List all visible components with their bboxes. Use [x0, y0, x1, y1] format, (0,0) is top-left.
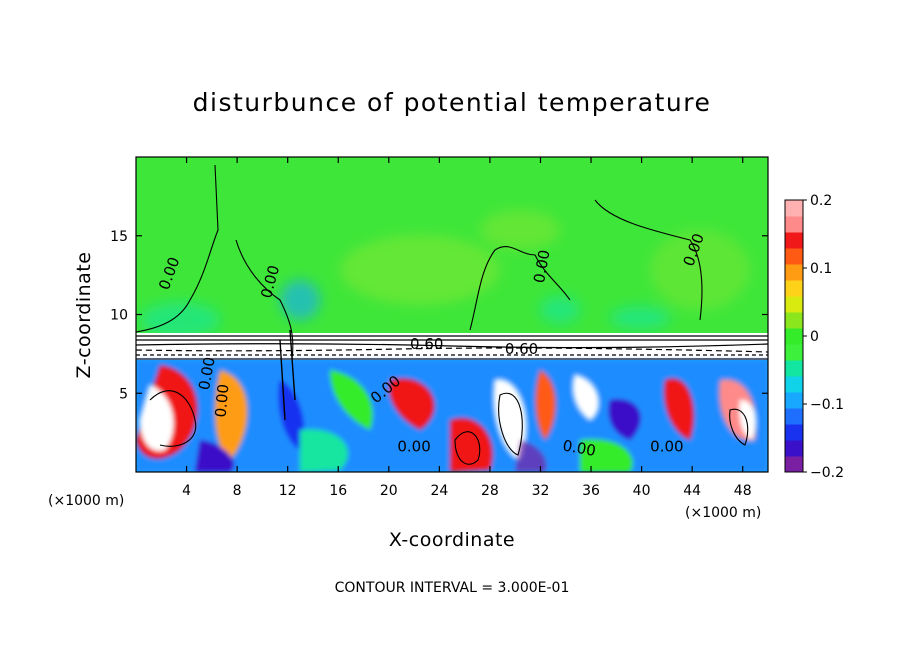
- plot-area: [136, 157, 768, 472]
- colorbar-segment: [785, 200, 803, 217]
- contour-label: 0.00: [397, 438, 430, 456]
- contour-label: 0.00: [561, 436, 597, 460]
- x-axis-label: X-coordinate: [389, 529, 515, 551]
- colorbar-segment: [785, 360, 803, 377]
- colorbar-segment: [785, 216, 803, 233]
- colorbar-tick-label: −0.1: [810, 397, 844, 413]
- x-tick-label: 40: [633, 483, 651, 499]
- y-tick-label: 5: [119, 386, 128, 402]
- colorbar-segment: [785, 248, 803, 265]
- colorbar-segment: [785, 296, 803, 313]
- contour-label: 0.00: [650, 438, 683, 456]
- contour-interval-text: CONTOUR INTERVAL = 3.000E-01: [335, 580, 570, 596]
- x-tick-label: 44: [683, 483, 701, 499]
- colorbar-tick-label: 0.2: [810, 193, 832, 209]
- colorbar-segment: [785, 408, 803, 425]
- colorbar-tick-label: 0.1: [810, 261, 832, 277]
- x-tick-label: 24: [430, 483, 448, 499]
- upper-layer-variations: [140, 210, 750, 338]
- chart-title: disturbunce of potential temperature: [193, 88, 712, 117]
- x-tick-label: 16: [329, 483, 347, 499]
- contour-label: 0.00: [530, 248, 554, 284]
- x-tick-label: 12: [279, 483, 297, 499]
- contour-lines: [136, 164, 749, 465]
- y-axis: 5 10 15: [110, 229, 768, 402]
- x-tick-label: 36: [582, 483, 600, 499]
- colorbar-segment: [785, 424, 803, 441]
- contour-label: 0.00: [195, 355, 219, 391]
- x-unit-label: (×1000 m): [48, 493, 124, 509]
- y-tick-label: 10: [110, 308, 128, 324]
- y-axis-label: Z-coordinate: [73, 252, 95, 379]
- x-unit-label-right: (×1000 m): [685, 505, 761, 521]
- colorbar-segment: [785, 440, 803, 457]
- colorbar-segment: [785, 456, 803, 473]
- x-tick-label: 28: [481, 483, 499, 499]
- colorbar-segment: [785, 232, 803, 249]
- x-axis: 4 8 12 16 20 24 28 32 36 40 44 48: [182, 157, 752, 499]
- contour-label: 0.60: [410, 335, 443, 353]
- contour-label: 0.60: [505, 340, 538, 358]
- x-tick-label: 4: [182, 483, 191, 499]
- colorbar-tick-label: −0.2: [810, 465, 844, 481]
- colorbar-segment: [785, 376, 803, 393]
- colorbar-segment: [785, 344, 803, 361]
- colorbar-segment: [785, 392, 803, 409]
- x-tick-label: 20: [380, 483, 398, 499]
- colorbar: 0.2 0.1 0 −0.1 −0.2: [784, 193, 844, 481]
- colorbar-segment: [785, 312, 803, 329]
- x-tick-label: 8: [233, 483, 242, 499]
- colorbar-tick-label: 0: [810, 329, 819, 345]
- colorbar-segment: [785, 264, 803, 281]
- transition-band-lines: [136, 335, 768, 360]
- colorbar-segment: [785, 328, 803, 345]
- x-tick-label: 32: [532, 483, 550, 499]
- x-tick-label: 48: [734, 483, 752, 499]
- contour-label: 0.00: [212, 383, 233, 418]
- y-tick-label: 15: [110, 229, 128, 245]
- colorbar-segment: [785, 280, 803, 297]
